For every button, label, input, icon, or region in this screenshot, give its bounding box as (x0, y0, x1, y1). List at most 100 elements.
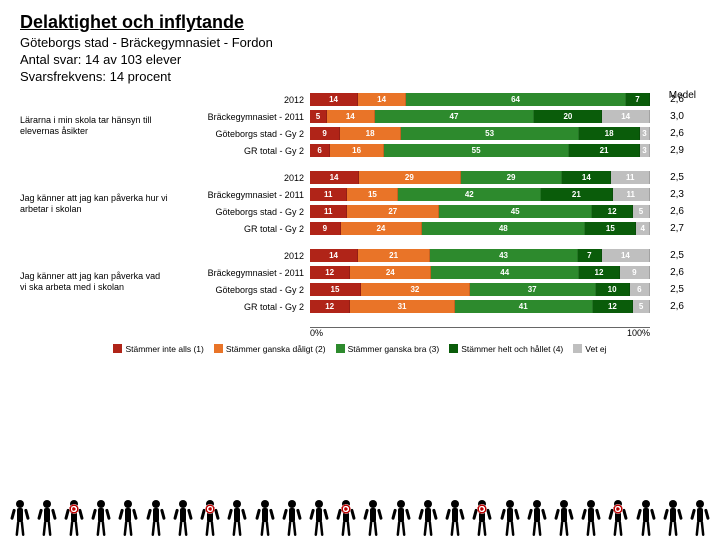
legend-swatch (113, 344, 122, 353)
bar-segment: 14 (358, 93, 406, 106)
bar-segment: 42 (398, 188, 541, 201)
bar-segment: 21 (569, 144, 640, 157)
medel-value: 2,9 (650, 145, 684, 156)
subtitle-block: Göteborgs stad - Bräckegymnasiet - Fordo… (20, 35, 700, 86)
target-icon (477, 504, 487, 514)
medel-value: 2,6 (650, 301, 684, 312)
person-icon (500, 498, 520, 538)
legend-item: Vet ej (573, 344, 606, 354)
bar-segment: 9 (310, 127, 340, 140)
question-group: Lärarna i min skola tar hänsyn till elev… (20, 92, 700, 160)
bar-segment: 48 (422, 222, 585, 235)
bar-segment: 16 (330, 144, 384, 157)
medel-value: 2,7 (650, 223, 684, 234)
legend-item: Stämmer inte alls (1) (113, 344, 203, 354)
legend-label: Stämmer helt och hållet (4) (461, 344, 563, 354)
stacked-bar: 142143714 (310, 249, 650, 262)
person-icon (363, 498, 383, 538)
legend-label: Vet ej (585, 344, 606, 354)
bar-segment: 3 (640, 144, 650, 157)
subtitle-line: Svarsfrekvens: 14 procent (20, 69, 700, 86)
bar-segment: 29 (461, 171, 563, 184)
bar-segment: 21 (541, 188, 612, 201)
person-icon (309, 498, 329, 538)
medel-value: 2,6 (650, 267, 684, 278)
legend-label: Stämmer ganska bra (3) (348, 344, 440, 354)
bar-row: 201214146472,6 (175, 92, 700, 108)
bar-segment: 10 (596, 283, 630, 296)
legend-swatch (336, 344, 345, 353)
stacked-bar: 122444129 (310, 266, 650, 279)
bar-segment: 11 (611, 171, 650, 184)
medel-value: 3,0 (650, 111, 684, 122)
bar-segment: 18 (579, 127, 640, 140)
medel-value: 2,5 (650, 172, 684, 183)
bar-row: GR total - Gy 2924481542,7 (175, 221, 700, 237)
person-icon (636, 498, 656, 538)
person-icon (64, 498, 84, 538)
row-label: GR total - Gy 2 (175, 302, 310, 312)
bar-segment: 3 (640, 127, 650, 140)
person-icon (418, 498, 438, 538)
person-icon (445, 498, 465, 538)
row-label: 2012 (175, 95, 310, 105)
bar-segment: 12 (310, 266, 350, 279)
bar-row: Göteborgs stad - Gy 2918531832,6 (175, 126, 700, 142)
legend-swatch (214, 344, 223, 353)
person-icon (581, 498, 601, 538)
legend: Stämmer inte alls (1) Stämmer ganska dåli… (20, 344, 700, 354)
row-label: Göteborgs stad - Gy 2 (175, 129, 310, 139)
legend-item: Stämmer helt och hållet (4) (449, 344, 563, 354)
person-icon (173, 498, 193, 538)
stacked-bar: 153237106 (310, 283, 650, 296)
person-icon (391, 498, 411, 538)
subtitle-line: Göteborgs stad - Bräckegymnasiet - Fordo… (20, 35, 700, 52)
legend-label: Stämmer inte alls (1) (125, 344, 203, 354)
chart-area: Medel Lärarna i min skola tar hänsyn til… (20, 92, 700, 354)
bar-segment: 29 (359, 171, 461, 184)
bar-segment: 32 (361, 283, 470, 296)
stacked-bar: 61655213 (310, 144, 650, 157)
person-icon (118, 498, 138, 538)
target-icon (69, 504, 79, 514)
stacked-bar: 514472014 (310, 110, 650, 123)
footer-silhouettes (0, 492, 720, 540)
person-icon (255, 498, 275, 538)
legend-swatch (449, 344, 458, 353)
bar-segment: 45 (439, 205, 592, 218)
row-label: Bräckegymnasiet - 2011 (175, 268, 310, 278)
person-icon (282, 498, 302, 538)
person-icon (472, 498, 492, 538)
bar-segment: 6 (630, 283, 650, 296)
target-icon (205, 504, 215, 514)
bar-segment: 14 (310, 93, 358, 106)
target-icon (613, 504, 623, 514)
question-group: Jag känner att jag kan påverka hur vi ar… (20, 170, 700, 238)
medel-value: 2,6 (650, 128, 684, 139)
person-icon (10, 498, 30, 538)
bar-segment: 44 (431, 266, 579, 279)
x-axis: 0% 100% (175, 326, 700, 340)
bar-segment: 6 (310, 144, 330, 157)
bar-segment: 15 (585, 222, 636, 235)
legend-label: Stämmer ganska dåligt (2) (226, 344, 326, 354)
bar-segment: 9 (620, 266, 650, 279)
bar-segment: 15 (310, 283, 361, 296)
row-label: Göteborgs stad - Gy 2 (175, 207, 310, 217)
person-icon (227, 498, 247, 538)
bar-segment: 12 (579, 266, 619, 279)
bar-row: Göteborgs stad - Gy 21127451252,6 (175, 204, 700, 220)
target-icon (341, 504, 351, 514)
stacked-bar: 1414647 (310, 93, 650, 106)
bar-row: 20121421437142,5 (175, 248, 700, 264)
person-icon (608, 498, 628, 538)
person-icon (554, 498, 574, 538)
subtitle-line: Antal svar: 14 av 103 elever (20, 52, 700, 69)
bar-segment: 18 (340, 127, 401, 140)
bar-row: 201214292914112,5 (175, 170, 700, 186)
bar-segment: 20 (534, 110, 602, 123)
person-icon (336, 498, 356, 538)
page-title: Delaktighet och inflytande (20, 12, 700, 33)
axis-tick: 100% (627, 328, 650, 339)
bar-segment: 5 (633, 205, 650, 218)
